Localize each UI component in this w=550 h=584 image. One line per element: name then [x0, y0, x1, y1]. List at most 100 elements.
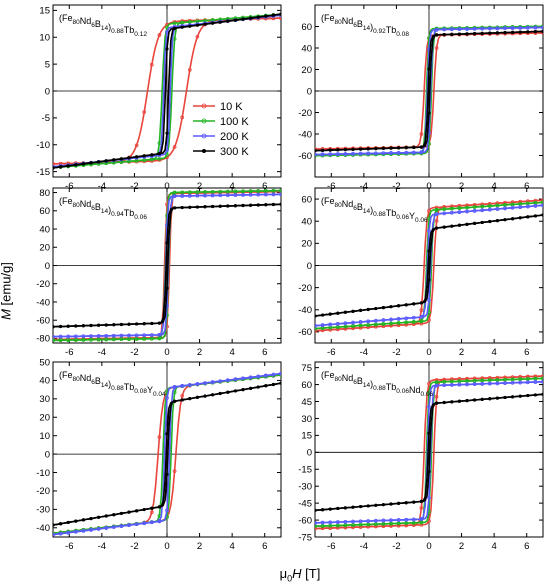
- series-point: [271, 202, 275, 207]
- series-point: [427, 278, 431, 282]
- x-tick-label: -6: [327, 347, 335, 358]
- title-text: (Fe: [59, 370, 73, 380]
- title-text: Nd: [409, 385, 421, 395]
- x-tick-label: -6: [327, 181, 335, 192]
- series-point: [218, 193, 223, 198]
- y-tick-label: 0: [45, 261, 50, 272]
- y-tick-label: -40: [298, 305, 312, 316]
- series-point: [271, 13, 275, 17]
- series-point: [89, 323, 93, 328]
- series-point: [271, 188, 276, 193]
- series-point: [264, 14, 268, 18]
- series-point: [434, 27, 439, 32]
- series-point: [58, 338, 63, 343]
- series-point: [495, 378, 500, 382]
- series-point: [119, 524, 124, 528]
- x-tick-label: 6: [524, 181, 529, 192]
- series-point: [256, 192, 261, 197]
- series-point: [412, 145, 416, 150]
- series-point: [457, 27, 462, 31]
- series-point: [373, 518, 378, 523]
- series-point: [66, 520, 70, 525]
- x-tick-label: -2: [392, 181, 400, 192]
- series-point: [510, 380, 515, 385]
- series-point: [449, 210, 454, 215]
- series-point: [203, 381, 207, 385]
- y-tick-label: 75: [301, 363, 312, 374]
- series-point: [374, 503, 378, 507]
- series-point: [434, 207, 439, 212]
- title-subscript: 6: [91, 22, 95, 29]
- series-point: [81, 324, 85, 328]
- title-text: Tb: [386, 382, 397, 392]
- series-point: [480, 378, 485, 383]
- series-point: [66, 324, 70, 328]
- series-point: [366, 519, 371, 523]
- title-subscript: 0.88: [373, 385, 386, 392]
- series-point: [203, 394, 207, 398]
- y-tick-label: 0: [307, 86, 312, 97]
- series-point: [279, 16, 281, 20]
- series-point: [343, 523, 348, 528]
- series-point: [59, 522, 63, 526]
- title-text: ): [108, 205, 111, 215]
- series-point: [225, 378, 230, 383]
- series-point: [465, 27, 469, 31]
- series-point: [495, 26, 500, 31]
- series-point: [320, 323, 325, 327]
- series-point: [218, 204, 222, 208]
- legend-marker: [201, 103, 207, 109]
- series-point: [335, 520, 340, 524]
- series-point: [373, 522, 378, 527]
- x-tick-label: -2: [130, 347, 138, 358]
- series-point: [149, 510, 154, 515]
- x-tick-label: 6: [262, 347, 267, 358]
- series-point: [233, 389, 237, 393]
- x-tick-label: -6: [65, 347, 73, 358]
- y-tick-label: 20: [301, 65, 312, 76]
- series-point: [472, 26, 477, 31]
- series-point: [112, 513, 116, 517]
- series-point: [358, 320, 363, 324]
- series-point: [104, 333, 109, 338]
- series-point: [434, 212, 439, 216]
- x-tick-label: -2: [130, 181, 138, 192]
- series-point: [343, 506, 347, 510]
- y-tick-label: 15: [301, 431, 312, 442]
- series-point: [503, 218, 507, 222]
- legend-marker: [202, 149, 206, 153]
- series-line-10K: [315, 199, 543, 332]
- series-point: [241, 193, 245, 197]
- series-point: [112, 323, 116, 327]
- series-point: [366, 151, 371, 156]
- series-point: [66, 164, 70, 168]
- series-point: [59, 324, 63, 329]
- series-point: [210, 380, 215, 384]
- series-point: [315, 149, 317, 153]
- series-point: [279, 202, 281, 206]
- series-point: [150, 153, 154, 157]
- series-point: [135, 155, 139, 159]
- legend-label: 200 K: [220, 131, 249, 143]
- series-point: [381, 522, 386, 526]
- series-point: [533, 29, 538, 34]
- series-point: [233, 377, 238, 382]
- series-point: [389, 502, 393, 506]
- series-point: [427, 67, 431, 71]
- series-point: [457, 206, 462, 210]
- series-point: [518, 26, 523, 30]
- series-point: [203, 190, 207, 194]
- series-point: [404, 521, 409, 525]
- series-point: [495, 207, 500, 211]
- series-point: [188, 24, 192, 28]
- y-tick-label: 60: [301, 22, 312, 33]
- panel-title: (Fe80Nd6B14)0.88Tb0.08Y0.04: [59, 370, 166, 398]
- series-point: [111, 333, 116, 338]
- series-point: [321, 148, 325, 153]
- series-point: [173, 399, 177, 403]
- series-point: [119, 337, 124, 342]
- y-tick-label: 60: [39, 206, 50, 217]
- series-point: [442, 400, 446, 405]
- series-point: [358, 519, 363, 524]
- series-point: [457, 399, 461, 403]
